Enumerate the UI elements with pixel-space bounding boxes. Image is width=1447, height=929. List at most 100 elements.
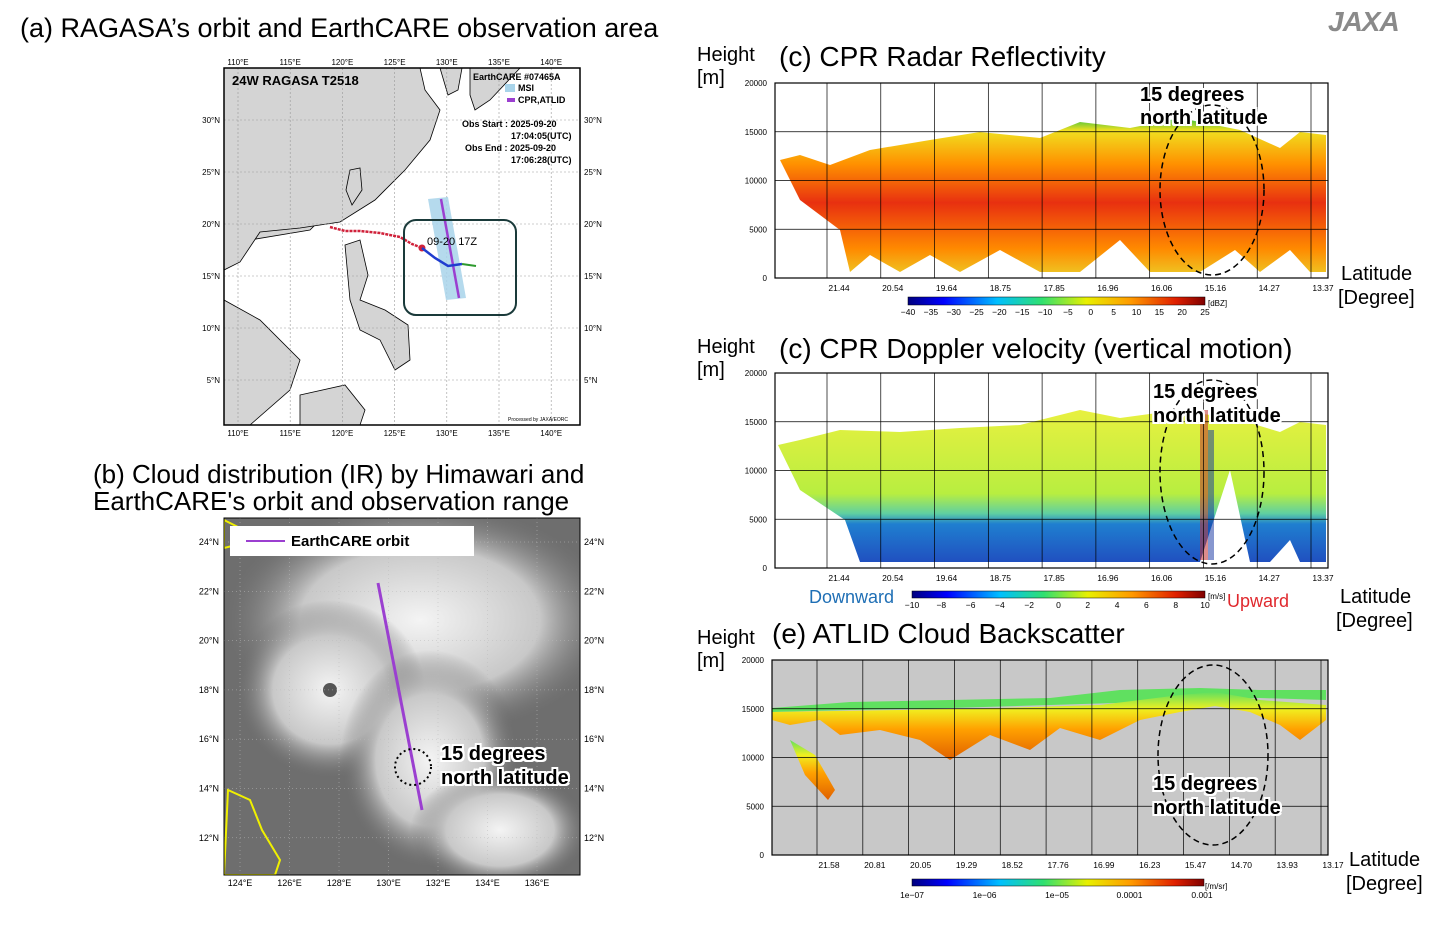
- colorbar-velocity: [911, 590, 1206, 599]
- colorbar-tick: 5: [1111, 307, 1116, 317]
- height-tick: 10000: [745, 467, 768, 476]
- lat-tick-right: 25°N: [584, 168, 602, 177]
- latitude-tick: 17.76: [1047, 860, 1069, 870]
- lon-tick-top: 130°E: [436, 58, 458, 67]
- colorbar-tick: −30: [946, 307, 961, 317]
- panel-b-title-line1: (b) Cloud distribution (IR) by Himawari …: [93, 459, 585, 489]
- lat-tick-left: 20°N: [199, 636, 219, 646]
- orbit-map: [223, 67, 581, 426]
- observation-area-box: [403, 219, 517, 316]
- colorbar-tick: 25: [1200, 307, 1210, 317]
- lon-tick-top: 140°E: [540, 58, 562, 67]
- lat-tick-right: 20°N: [584, 636, 604, 646]
- e-ylabel-1: Height: [697, 627, 755, 649]
- latitude-tick: 21.44: [828, 283, 850, 293]
- latitude-tick: 16.23: [1139, 860, 1161, 870]
- height-tick: 20000: [742, 656, 765, 665]
- height-tick: 20000: [745, 79, 768, 88]
- colorbar-tick: −8: [936, 600, 946, 610]
- typhoon-track-past: [329, 225, 423, 250]
- latitude-tick: 20.81: [864, 860, 886, 870]
- e-title: (e) ATLID Cloud Backscatter: [772, 618, 1125, 649]
- lon-tick-top: 135°E: [488, 58, 510, 67]
- callout-e-line1: 15 degrees: [1153, 773, 1258, 795]
- latitude-tick: 15.16: [1205, 283, 1227, 293]
- lat-tick-left: 5°N: [207, 376, 221, 385]
- lat-tick-right: 12°N: [584, 833, 604, 843]
- panel-b-title-line2: EarthCARE's orbit and observation range: [93, 486, 570, 516]
- colorbar-tick: −15: [1015, 307, 1030, 317]
- colorbar-tick: −20: [992, 307, 1007, 317]
- latitude-tick: 18.75: [990, 573, 1012, 583]
- lat-tick-right: 20°N: [584, 220, 602, 229]
- callout-c2-line2: north latitude: [1153, 405, 1281, 427]
- lon-tick-bottom: 115°E: [280, 429, 301, 438]
- lat-tick-right: 10°N: [584, 324, 602, 333]
- c2-title: (c) CPR Doppler velocity (vertical motio…: [779, 333, 1293, 364]
- latitude-tick: 14.70: [1231, 860, 1253, 870]
- msi-swath: [428, 197, 466, 300]
- height-tick: 10000: [742, 754, 765, 763]
- latitude-tick: 16.06: [1151, 283, 1173, 293]
- height-tick: 15000: [742, 705, 765, 714]
- colorbar-tick: −6: [966, 600, 976, 610]
- plot-frame: [774, 372, 1329, 569]
- credit: Processed by JAXA/EORC: [508, 417, 569, 423]
- obs-end-time: 17:06:28(UTC): [511, 155, 572, 165]
- lon-tick-bottom: 135°E: [488, 429, 510, 438]
- colorbar-tick: −2: [1024, 600, 1034, 610]
- colorbar-unit: [m/s]: [1208, 592, 1225, 601]
- height-tick: 0: [763, 274, 768, 283]
- colorbar-tick: −10: [905, 600, 920, 610]
- lat-tick-left: 22°N: [199, 586, 219, 596]
- c1-xlabel-2: [Degree]: [1338, 287, 1415, 309]
- latitude-tick: 20.54: [882, 283, 904, 293]
- korea: [439, 68, 463, 96]
- latitude-tick: 13.37: [1312, 283, 1334, 293]
- panel-a-title: (a) RAGASA’s orbit and EarthCARE observa…: [20, 13, 659, 43]
- colorbar-tick: 0.001: [1191, 890, 1213, 900]
- callout-c2-line1: 15 degrees: [1153, 381, 1258, 403]
- 15n-marker-circle: [394, 748, 432, 786]
- latitude-tick: 20.05: [910, 860, 932, 870]
- c1-ylabel-1: Height: [697, 44, 755, 66]
- callout-b-line1: 15 degrees: [441, 743, 546, 765]
- colorbar-tick: 1e−06: [973, 890, 997, 900]
- colorbar-tick: 15: [1155, 307, 1165, 317]
- colorbar-backscatter: [911, 878, 1205, 887]
- lat-tick-left: 25°N: [202, 168, 220, 177]
- lon-tick-bottom: 120°E: [331, 429, 353, 438]
- latitude-tick: 19.64: [936, 573, 958, 583]
- colorbar-tick: 10: [1200, 600, 1210, 610]
- latitude-tick: 16.96: [1097, 573, 1119, 583]
- upward-label: Upward: [1227, 591, 1290, 611]
- height-tick: 5000: [749, 515, 767, 524]
- latitude-tick: 17.85: [1043, 573, 1065, 583]
- latitude-tick: 15.16: [1205, 573, 1227, 583]
- lon-tick-bottom: 136°E: [525, 878, 550, 888]
- 15n-ellipse-e: [1157, 664, 1269, 846]
- latitude-tick: 18.75: [990, 283, 1012, 293]
- height-tick: 5000: [749, 225, 767, 234]
- lon-tick-bottom: 126°E: [277, 878, 302, 888]
- latitude-tick: 17.85: [1043, 283, 1065, 293]
- obs-end: Obs End : 2025-09-20: [465, 143, 557, 153]
- colorbar-tick: 1e−05: [1045, 890, 1069, 900]
- colorbar-dbz: [907, 296, 1206, 306]
- c1-xlabel-1: Latitude: [1341, 263, 1413, 285]
- lat-tick-right: 22°N: [584, 586, 604, 596]
- colorbar-unit: [dBZ]: [1208, 299, 1227, 308]
- lat-tick-left: 30°N: [202, 116, 220, 125]
- lon-tick-top: 125°E: [384, 58, 406, 67]
- colorbar-unit: [/m/sr]: [1205, 882, 1227, 891]
- latitude-tick: 19.29: [956, 860, 978, 870]
- height-tick: 0: [760, 851, 765, 860]
- colorbar-tick: 6: [1144, 600, 1149, 610]
- lat-tick-left: 10°N: [202, 324, 220, 333]
- philippines: [344, 239, 411, 371]
- c2-ylabel-1: Height: [697, 336, 755, 358]
- height-tick: 15000: [745, 418, 768, 427]
- latitude-tick: 19.64: [936, 283, 958, 293]
- lon-tick-top: 110°E: [227, 58, 248, 67]
- taiwan: [345, 167, 363, 206]
